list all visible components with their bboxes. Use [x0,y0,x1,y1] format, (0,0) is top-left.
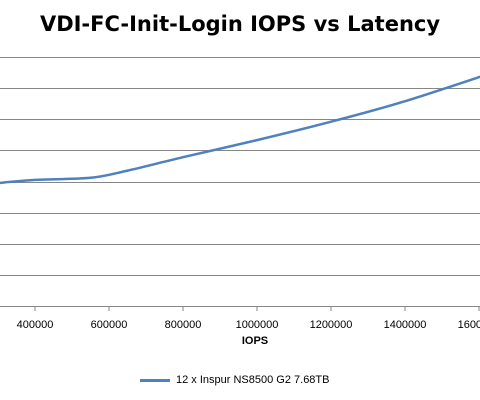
x-tick-label: 1400000 [384,319,427,331]
series-line [0,75,480,185]
x-tick-label: 600000 [91,319,128,331]
x-tick-label: 1200000 [310,319,353,331]
x-tick-label: 400000 [17,319,54,331]
legend-swatch [140,378,170,382]
x-tick-label: 1600000 [458,319,480,331]
legend: 12 x Inspur NS8500 G2 7.68TB [140,374,329,386]
legend-label: 12 x Inspur NS8500 G2 7.68TB [176,374,330,386]
chart-title: VDI-FC-Init-Login IOPS vs Latency [39,12,441,36]
x-tick-label: 1000000 [236,319,279,331]
x-tick-label: 800000 [165,319,202,331]
x-axis-label: IOPS [241,335,269,347]
